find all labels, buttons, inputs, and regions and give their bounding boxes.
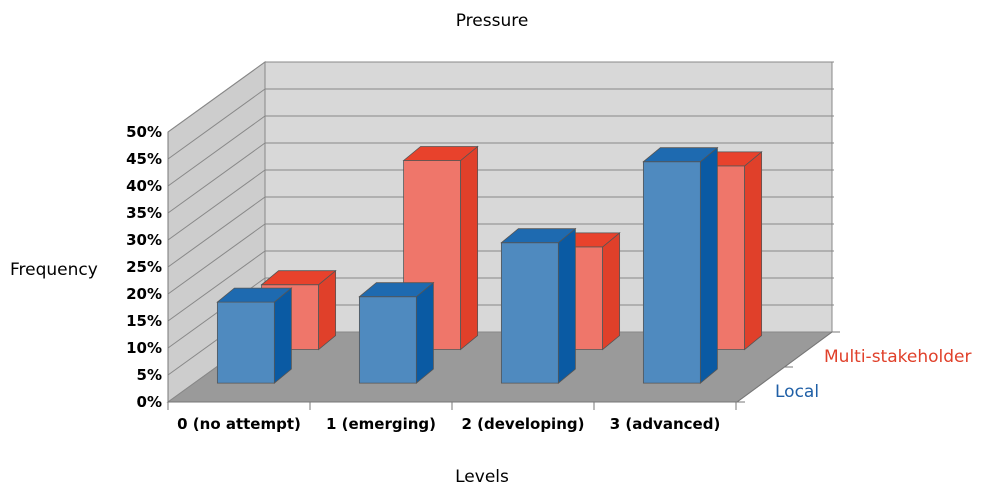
category-label: 1 (emerging) xyxy=(326,415,436,433)
y-tick-label: 50% xyxy=(126,123,162,141)
bar-side xyxy=(744,151,763,351)
y-tick-label: 35% xyxy=(126,204,162,222)
y-tick-label: 10% xyxy=(126,339,162,357)
y-tick-label: 5% xyxy=(137,366,162,384)
bar-top xyxy=(500,228,577,244)
bar-front-local xyxy=(642,161,701,384)
y-tick-label: 30% xyxy=(126,231,162,249)
gridline xyxy=(167,196,266,268)
gridline xyxy=(167,142,266,214)
series-label-local: Local xyxy=(775,382,819,402)
y-tick-label: 20% xyxy=(126,285,162,303)
bar-top xyxy=(402,146,479,161)
bar-side xyxy=(415,281,434,384)
bars xyxy=(216,145,763,384)
gridline xyxy=(167,169,266,241)
y-tick-label: 45% xyxy=(126,150,162,168)
y-tick-labels: 0% 5% 10% 15% 20% 25% 30% 35% 40% 45% 50% xyxy=(126,123,162,411)
bar-front-local xyxy=(358,296,417,384)
bar-top xyxy=(642,147,719,163)
bar-top xyxy=(358,282,435,298)
depth-axis-line xyxy=(736,331,833,403)
x-axis-label: Levels xyxy=(455,467,509,487)
gridline xyxy=(167,61,266,133)
gridline xyxy=(167,88,266,160)
bar-top xyxy=(216,287,293,303)
bar-front-local xyxy=(216,301,275,384)
y-tick-label: 40% xyxy=(126,177,162,195)
bar-side xyxy=(699,146,718,384)
chart-title: Pressure xyxy=(456,11,529,31)
gridline xyxy=(167,250,266,322)
category-label: 2 (developing) xyxy=(462,415,585,433)
category-labels: 0 (no attempt) 1 (emerging) 2 (developing)… xyxy=(177,415,720,433)
bar-side xyxy=(557,227,576,384)
y-axis-label: Frequency xyxy=(10,260,98,280)
category-label: 0 (no attempt) xyxy=(177,415,301,433)
y-tick-label: 25% xyxy=(126,258,162,276)
bar-side xyxy=(273,287,292,384)
bar-top xyxy=(260,270,337,286)
bar-side xyxy=(460,145,479,351)
category-label: 3 (advanced) xyxy=(610,415,721,433)
gridline xyxy=(167,223,266,295)
gridline xyxy=(167,115,266,187)
y-tick-label: 0% xyxy=(137,393,162,411)
y-tick-label: 15% xyxy=(126,312,162,330)
bar-side xyxy=(602,232,621,351)
bar-front-local xyxy=(500,242,559,384)
series-label-multi-stakeholder: Multi-stakeholder xyxy=(824,347,971,367)
